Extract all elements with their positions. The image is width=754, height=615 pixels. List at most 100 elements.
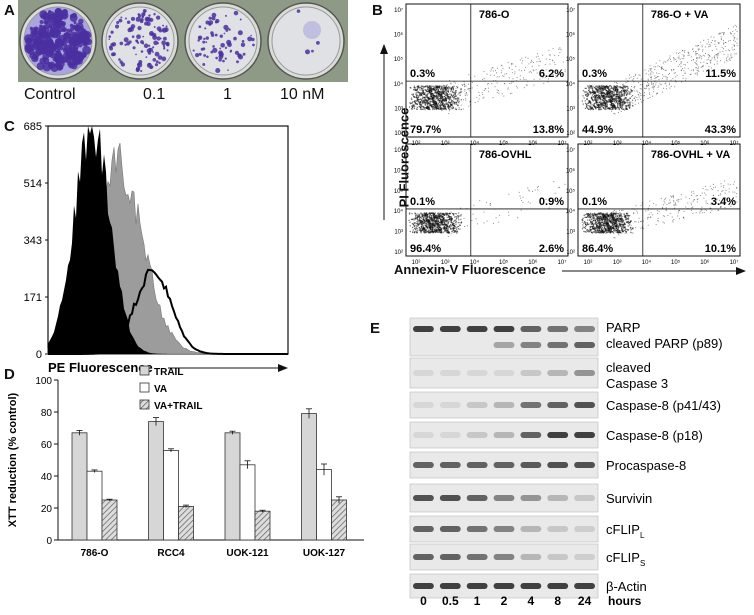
blot-band <box>574 342 595 348</box>
blot-label: Procaspase-8 <box>606 458 686 473</box>
blot-band <box>520 495 541 501</box>
blot-band <box>520 326 541 332</box>
bar-trail-786-o <box>72 433 87 540</box>
blot-band <box>547 432 568 438</box>
legend-entry: TRAIL <box>154 367 183 378</box>
bar-va-trail-uok-121 <box>255 511 270 540</box>
flow-y-tick: 10³ <box>566 230 575 236</box>
blot-band <box>440 326 461 332</box>
bar-va-trail-786-o <box>102 500 117 540</box>
blot-band <box>520 462 541 468</box>
blot-band <box>413 326 434 332</box>
blot-band <box>467 462 488 468</box>
bar-y-tick: 20 <box>41 504 53 515</box>
flow-y-axis-label: PI Fluorescence <box>397 88 412 228</box>
blot-strip-6: Survivin <box>410 484 652 512</box>
quadrant-ll: 86.4% <box>582 243 613 255</box>
quadrant-lr: 10.1% <box>705 243 736 255</box>
flow-plots: 786-O0.3%6.2%79.7%13.8%10⁷10⁶10⁵10⁴10³10… <box>372 0 752 290</box>
blot-band <box>440 554 461 560</box>
quadrant-ur: 11.5% <box>705 68 736 80</box>
blot-band <box>413 432 434 438</box>
bar-va-uok-127 <box>317 470 332 540</box>
flow-x-tick: 10⁵ <box>671 259 681 266</box>
bar-va-rcc4 <box>164 450 179 540</box>
blot-band <box>467 495 488 501</box>
flow-plot-2: 786-O + VA0.3%11.5%44.9%43.3%10⁷10⁶10⁵10… <box>566 4 740 147</box>
blot-label: Caspase-8 (p18) <box>606 428 703 443</box>
blot-label: PARP <box>606 320 640 335</box>
blot-label: cFLIPL <box>606 522 645 540</box>
blot-band <box>574 583 595 589</box>
flow-y-tick: 10² <box>394 250 403 256</box>
quadrant-ur: 3.4% <box>711 196 736 208</box>
flow-y-arrow <box>380 44 388 220</box>
blot-band <box>520 432 541 438</box>
blot-time-point: 24 <box>578 594 592 608</box>
bar-y-tick: 100 <box>35 376 52 387</box>
bar-va-trail-uok-127 <box>332 500 347 540</box>
blot-label-secondary: cleaved PARP (p89) <box>606 336 723 351</box>
blot-band <box>574 495 595 501</box>
flow-x-tick: 10⁶ <box>700 259 710 266</box>
flow-y-tick: 10⁷ <box>566 7 575 14</box>
bar-va-786-o <box>87 471 102 540</box>
flow-y-tick: 10⁷ <box>394 7 403 14</box>
blot-band <box>574 370 595 376</box>
blot-band <box>467 432 488 438</box>
blot-strip-7: cFLIPL <box>410 516 645 542</box>
blot-band <box>440 526 461 532</box>
blot-band <box>520 583 541 589</box>
blot-band <box>574 432 595 438</box>
bar-category-label: 786-O <box>81 548 109 559</box>
blot-label-secondary: Caspase 3 <box>606 376 668 391</box>
colony-plates-image <box>18 0 348 82</box>
flow-y-tick: 10⁵ <box>394 56 404 63</box>
blot-band <box>494 326 515 332</box>
blot-band <box>494 462 515 468</box>
quadrant-ul: 0.1% <box>582 196 607 208</box>
flow-plot-title: 786-OVHL <box>479 149 532 161</box>
blot-band <box>547 462 568 468</box>
quadrant-ul: 0.3% <box>410 68 435 80</box>
quadrant-ur: 6.2% <box>539 68 564 80</box>
histogram-y-tick: 171 <box>24 292 42 304</box>
blot-band <box>574 402 595 408</box>
quadrant-ll: 44.9% <box>582 124 613 136</box>
flow-y-tick: 10⁷ <box>566 147 575 154</box>
blot-label: β-Actin <box>606 579 647 594</box>
legend-entry: VA+TRAIL <box>154 401 202 412</box>
blot-band <box>467 402 488 408</box>
blot-band <box>547 326 568 332</box>
blot-band <box>574 462 595 468</box>
bar-y-tick: 40 <box>41 472 53 483</box>
flow-y-tick: 10² <box>566 131 575 137</box>
bar-trail-rcc4 <box>149 422 164 540</box>
legend-entry: VA <box>154 384 167 395</box>
quadrant-ul: 0.3% <box>582 68 607 80</box>
blot-band <box>520 342 541 348</box>
blot-label-subscript: S <box>640 559 645 568</box>
colony-label-control: Control <box>24 86 76 104</box>
blot-strip-8: cFLIPS <box>410 544 645 570</box>
blot-band <box>494 554 515 560</box>
flow-plot-title: 786-O + VA <box>651 9 709 21</box>
blot-band <box>413 583 434 589</box>
flow-x-tick: 10⁷ <box>558 259 567 266</box>
flow-y-tick: 10⁴ <box>566 81 576 88</box>
blot-band <box>547 370 568 376</box>
blot-band <box>520 526 541 532</box>
bar-y-tick: 80 <box>41 408 53 419</box>
blot-time-point: 1 <box>474 594 481 608</box>
blot-band <box>467 526 488 532</box>
colony-label-1: 1 <box>223 86 232 104</box>
flow-x-arrow <box>562 267 746 275</box>
blot-band <box>547 495 568 501</box>
blot-strip-3: Caspase-8 (p41/43) <box>410 392 721 418</box>
blot-time-point: 0.5 <box>442 594 459 608</box>
